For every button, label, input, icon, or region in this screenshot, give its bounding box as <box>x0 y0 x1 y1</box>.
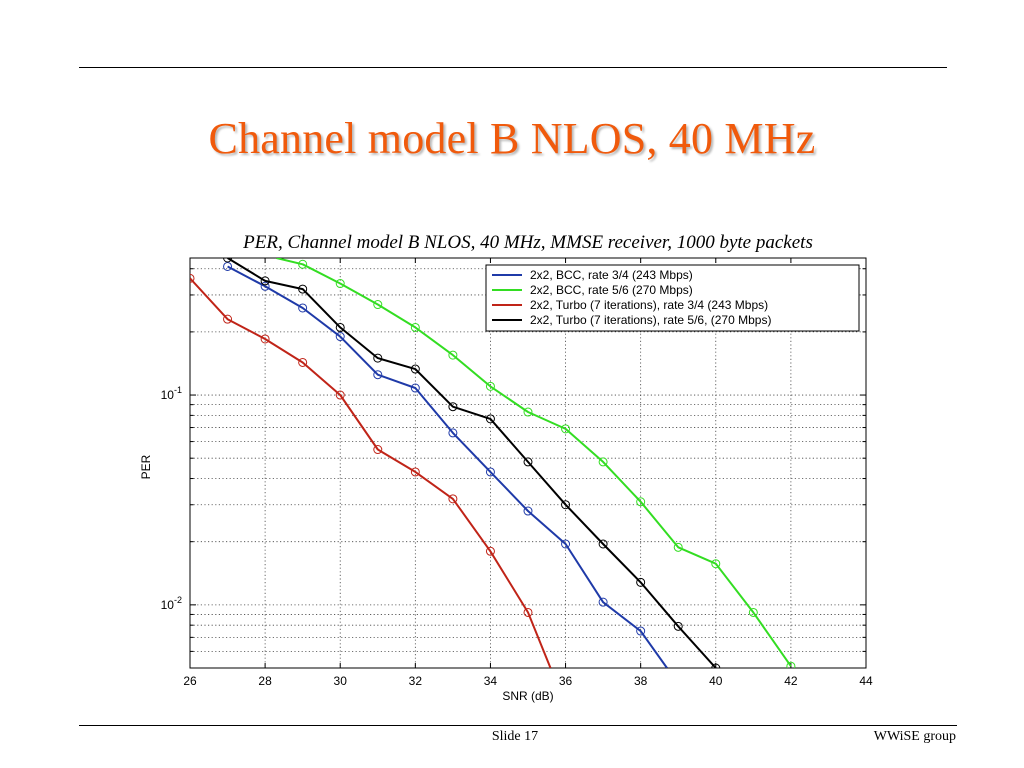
bottom-rule <box>79 725 957 726</box>
series-1 <box>223 261 668 668</box>
y-tick-label: 10-2 <box>161 595 182 612</box>
x-tick-label: 42 <box>784 674 798 688</box>
data-point <box>298 303 308 313</box>
data-point <box>485 381 495 391</box>
series-3 <box>190 273 552 668</box>
y-tick-base: 10 <box>161 388 175 402</box>
data-point <box>673 542 683 552</box>
data-point <box>561 424 571 434</box>
data-point <box>260 276 270 286</box>
y-tick-label: 10-1 <box>161 385 182 402</box>
data-point <box>373 370 383 380</box>
data-point <box>711 663 721 668</box>
data-point <box>711 559 721 569</box>
data-point <box>636 577 646 587</box>
legend-label: 2x2, Turbo (7 iterations), rate 5/6, (27… <box>530 313 771 327</box>
series-line-3 <box>190 277 552 668</box>
series-line-2 <box>276 258 792 667</box>
x-axis-label: SNR (dB) <box>502 689 553 703</box>
data-point <box>223 258 233 263</box>
data-point <box>298 284 308 294</box>
data-point <box>335 332 345 342</box>
legend-label: 2x2, BCC, rate 5/6 (270 Mbps) <box>530 283 693 297</box>
slide-footer: WWiSE group <box>873 729 956 744</box>
data-point <box>448 494 458 504</box>
data-point <box>598 597 608 607</box>
legend: 2x2, BCC, rate 3/4 (243 Mbps)2x2, BCC, r… <box>485 264 860 332</box>
data-point <box>410 322 420 332</box>
x-tick-label: 30 <box>334 674 348 688</box>
data-point <box>485 414 495 424</box>
data-point <box>410 383 420 393</box>
x-tick-label: 34 <box>484 674 498 688</box>
y-tick-exponent: -1 <box>174 385 182 395</box>
x-tick-label: 44 <box>859 674 873 688</box>
data-point <box>786 661 796 668</box>
data-point <box>561 500 571 510</box>
data-point <box>260 334 270 344</box>
data-point <box>636 497 646 507</box>
data-point <box>598 457 608 467</box>
series-2 <box>276 258 796 668</box>
x-tick-label: 40 <box>709 674 723 688</box>
data-point <box>335 390 345 400</box>
data-point <box>298 357 308 367</box>
data-point <box>523 607 533 617</box>
data-point <box>335 279 345 289</box>
data-point <box>523 407 533 417</box>
data-point <box>260 281 270 291</box>
data-point <box>373 445 383 455</box>
data-point <box>523 457 533 467</box>
data-point <box>485 546 495 556</box>
data-point <box>485 467 495 477</box>
slide-title: Channel model B NLOS, 40 MHz <box>208 114 816 163</box>
data-point <box>298 259 308 269</box>
data-point <box>673 621 683 631</box>
data-point <box>523 506 533 516</box>
data-point <box>636 626 646 636</box>
data-point <box>598 539 608 549</box>
x-tick-label: 26 <box>183 674 197 688</box>
plot-frame <box>189 257 867 669</box>
data-point <box>190 273 195 283</box>
legend-label: 2x2, Turbo (7 iterations), rate 3/4 (243… <box>530 298 768 312</box>
data-point <box>448 350 458 360</box>
data-point <box>448 402 458 412</box>
series-line-4 <box>227 258 717 668</box>
data-point <box>223 314 233 324</box>
y-axis-label: PER <box>139 454 153 479</box>
data-point <box>373 300 383 310</box>
data-point <box>410 467 420 477</box>
top-rule <box>79 67 947 68</box>
data-point <box>561 539 571 549</box>
data-point <box>748 607 758 617</box>
series-line-1 <box>227 265 668 668</box>
x-tick-label: 28 <box>258 674 272 688</box>
data-point <box>410 364 420 374</box>
series-group <box>190 258 796 668</box>
series-4 <box>223 258 721 668</box>
x-tick-label: 38 <box>634 674 648 688</box>
data-point <box>448 428 458 438</box>
x-tick-label: 36 <box>559 674 573 688</box>
slide-number: Slide 17 <box>491 729 539 744</box>
data-point <box>335 322 345 332</box>
data-point <box>373 353 383 363</box>
chart-title: PER, Channel model B NLOS, 40 MHz, MMSE … <box>243 232 813 253</box>
y-tick-exponent: -2 <box>174 595 182 605</box>
legend-label: 2x2, BCC, rate 3/4 (243 Mbps) <box>530 268 693 282</box>
y-tick-base: 10 <box>161 598 175 612</box>
legend-box <box>485 264 860 332</box>
x-tick-label: 32 <box>409 674 423 688</box>
